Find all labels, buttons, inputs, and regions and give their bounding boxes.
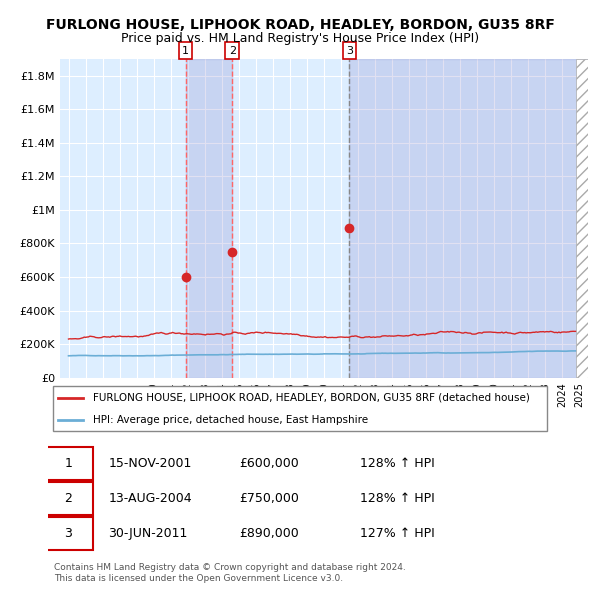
- Bar: [349, 59, 588, 378]
- Bar: [185, 59, 232, 378]
- Text: 3: 3: [64, 527, 72, 540]
- Text: £750,000: £750,000: [239, 492, 299, 505]
- Text: 15-NOV-2001: 15-NOV-2001: [109, 457, 192, 470]
- Text: 30-JUN-2011: 30-JUN-2011: [109, 527, 188, 540]
- Polygon shape: [576, 59, 588, 378]
- Text: FURLONG HOUSE, LIPHOOK ROAD, HEADLEY, BORDON, GU35 8RF (detached house): FURLONG HOUSE, LIPHOOK ROAD, HEADLEY, BO…: [94, 392, 530, 402]
- Text: 1: 1: [182, 46, 189, 56]
- Text: £890,000: £890,000: [239, 527, 299, 540]
- FancyBboxPatch shape: [43, 447, 94, 480]
- Text: 128% ↑ HPI: 128% ↑ HPI: [361, 457, 435, 470]
- Text: 127% ↑ HPI: 127% ↑ HPI: [361, 527, 435, 540]
- Text: 2: 2: [229, 46, 236, 56]
- Text: 1: 1: [64, 457, 72, 470]
- Text: Price paid vs. HM Land Registry's House Price Index (HPI): Price paid vs. HM Land Registry's House …: [121, 32, 479, 45]
- Text: £600,000: £600,000: [239, 457, 299, 470]
- Text: 3: 3: [346, 46, 353, 56]
- Text: Contains HM Land Registry data © Crown copyright and database right 2024.
This d: Contains HM Land Registry data © Crown c…: [54, 563, 406, 583]
- Text: 128% ↑ HPI: 128% ↑ HPI: [361, 492, 435, 505]
- Text: HPI: Average price, detached house, East Hampshire: HPI: Average price, detached house, East…: [94, 415, 368, 425]
- FancyBboxPatch shape: [53, 386, 547, 431]
- Text: 2: 2: [64, 492, 72, 505]
- FancyBboxPatch shape: [43, 517, 94, 550]
- FancyBboxPatch shape: [43, 482, 94, 515]
- Text: FURLONG HOUSE, LIPHOOK ROAD, HEADLEY, BORDON, GU35 8RF: FURLONG HOUSE, LIPHOOK ROAD, HEADLEY, BO…: [46, 18, 554, 32]
- Text: 13-AUG-2004: 13-AUG-2004: [109, 492, 192, 505]
